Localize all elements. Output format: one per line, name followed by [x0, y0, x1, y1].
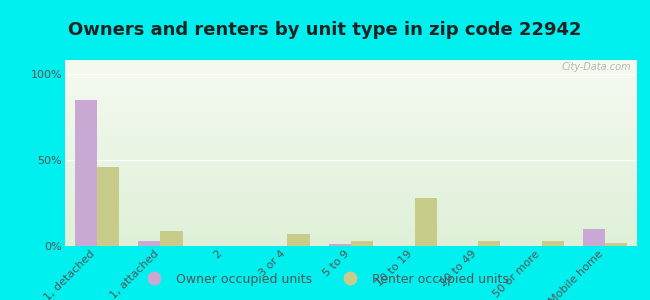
- Bar: [351, 241, 373, 246]
- Bar: [287, 234, 309, 246]
- Bar: [605, 243, 627, 246]
- Bar: [415, 198, 437, 246]
- Bar: [329, 244, 351, 246]
- Bar: [75, 100, 97, 246]
- Text: City-Data.com: City-Data.com: [562, 62, 631, 72]
- Bar: [138, 241, 161, 246]
- Legend: Owner occupied units, Renter occupied units: Owner occupied units, Renter occupied un…: [136, 268, 514, 291]
- Bar: [478, 241, 500, 246]
- Bar: [541, 241, 564, 246]
- Bar: [161, 230, 183, 246]
- Bar: [583, 229, 605, 246]
- Bar: [97, 167, 119, 246]
- Text: Owners and renters by unit type in zip code 22942: Owners and renters by unit type in zip c…: [68, 21, 582, 39]
